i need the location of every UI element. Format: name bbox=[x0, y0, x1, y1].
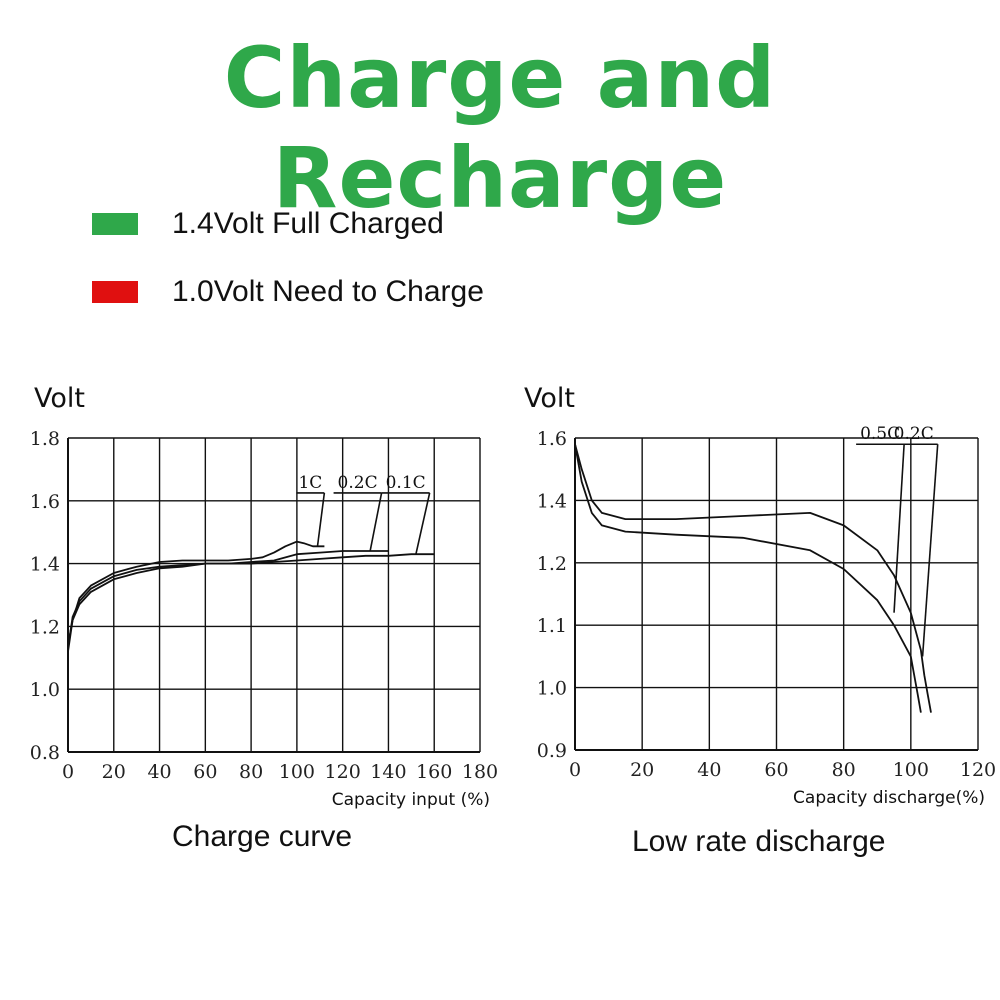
series-line-0.2C bbox=[574, 443, 932, 713]
y-tick-label: 1.6 bbox=[537, 428, 567, 450]
y-tick-label: 1.4 bbox=[30, 554, 60, 576]
x-tick-label: 100 bbox=[279, 761, 315, 783]
charge-chart-ylabel: Volt bbox=[34, 383, 85, 414]
x-tick-label: 140 bbox=[370, 761, 406, 783]
x-tick-label: 80 bbox=[239, 761, 263, 783]
x-tick-label: 20 bbox=[630, 759, 654, 781]
y-tick-label: 1.0 bbox=[30, 679, 60, 701]
annotation-leader bbox=[316, 492, 326, 547]
x-tick-label: 40 bbox=[697, 759, 721, 781]
series-annotation-label: 0.2C bbox=[894, 424, 934, 444]
series-line-0.1C bbox=[67, 553, 435, 646]
annotation-leader bbox=[893, 444, 905, 613]
annotation-leader bbox=[921, 444, 939, 657]
y-tick-label: 1.4 bbox=[537, 490, 567, 512]
series-annotation-label: 1C bbox=[298, 473, 322, 493]
x-axis-label: Capacity discharge(%) bbox=[793, 788, 985, 808]
legend-item-need-charge: 1.0Volt Need to Charge bbox=[92, 272, 484, 312]
x-tick-label: 0 bbox=[62, 761, 74, 783]
series-annotation-label: 0.2C bbox=[338, 473, 378, 493]
y-tick-label: 1.2 bbox=[537, 553, 567, 575]
annotation-leader bbox=[369, 492, 383, 552]
legend-label: 1.0Volt Need to Charge bbox=[172, 275, 484, 308]
green-swatch bbox=[92, 213, 138, 235]
series-line-0.5C bbox=[574, 444, 922, 713]
charge-curve-caption: Charge curve bbox=[172, 820, 353, 853]
charge-curve-chart: 0 20 40 60 80 100 120 140 160 180 0.8 1.0 1.2 1.4 1.6 1… bbox=[30, 428, 498, 810]
x-axis-label: Capacity input (%) bbox=[332, 790, 490, 810]
legend-item-full-charged: 1.4Volt Full Charged bbox=[92, 204, 444, 244]
y-tick-label: 1.6 bbox=[30, 491, 60, 513]
x-tick-label: 100 bbox=[893, 759, 929, 781]
discharge-curve-chart: 0 20 40 60 80 100 120 0.9 1.0 1.1 1.2 1.4 1.6 Capacit… bbox=[537, 424, 996, 808]
x-tick-label: 120 bbox=[325, 761, 361, 783]
x-tick-label: 60 bbox=[764, 759, 788, 781]
legend-label: 1.4Volt Full Charged bbox=[172, 207, 444, 240]
y-tick-label: 1.1 bbox=[537, 615, 567, 637]
x-tick-label: 60 bbox=[193, 761, 217, 783]
discharge-curve-caption: Low rate discharge bbox=[632, 825, 886, 858]
annotation-leader bbox=[415, 492, 431, 555]
series-annotation-label: 0.1C bbox=[386, 473, 426, 493]
x-tick-label: 40 bbox=[147, 761, 171, 783]
page-title: Charge and Recharge bbox=[223, 29, 777, 227]
x-tick-label: 20 bbox=[102, 761, 126, 783]
x-tick-label: 160 bbox=[416, 761, 452, 783]
y-tick-label: 0.9 bbox=[537, 740, 567, 762]
y-tick-label: 1.0 bbox=[537, 678, 567, 700]
series-line-0.2C bbox=[67, 550, 389, 649]
y-tick-label: 0.8 bbox=[30, 742, 60, 764]
series-annotation-label: 0.5C bbox=[860, 424, 900, 444]
series-line-1C bbox=[67, 540, 325, 652]
x-tick-label: 180 bbox=[462, 761, 498, 783]
x-tick-label: 80 bbox=[832, 759, 856, 781]
x-tick-label: 0 bbox=[569, 759, 581, 781]
discharge-chart-ylabel: Volt bbox=[524, 383, 575, 414]
red-swatch bbox=[92, 281, 138, 303]
y-tick-label: 1.2 bbox=[30, 616, 60, 638]
x-tick-label: 120 bbox=[960, 759, 996, 781]
y-tick-label: 1.8 bbox=[30, 428, 60, 450]
